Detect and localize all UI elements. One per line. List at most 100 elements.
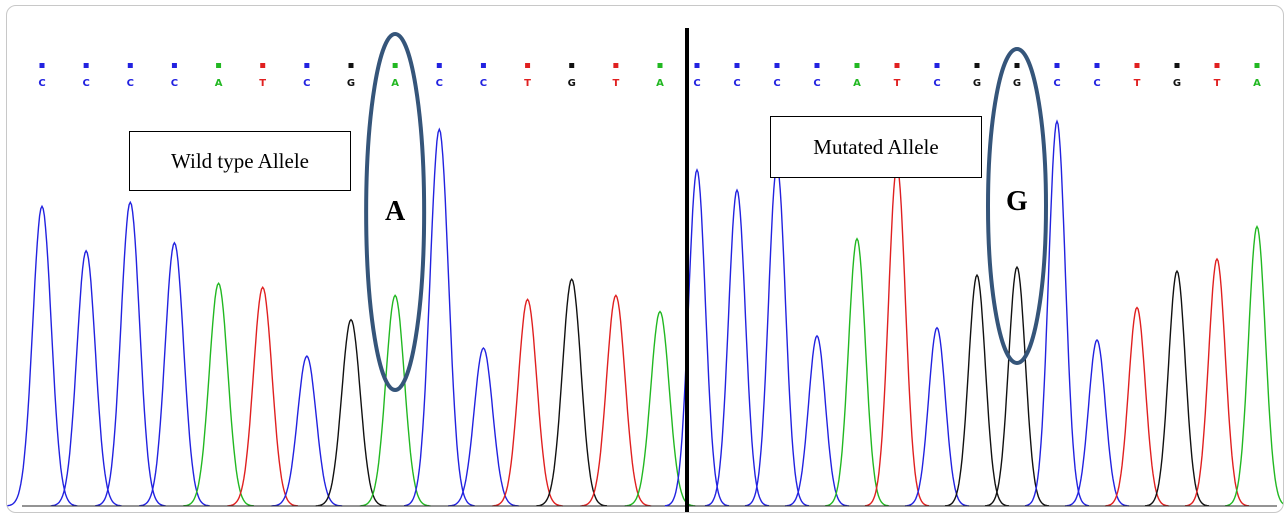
trace-peak [1024,119,1090,507]
base-call-label: C [933,78,940,89]
trace-peak [984,265,1050,507]
base-call-label: C [171,78,178,89]
base-marker [171,63,177,68]
base-marker [436,63,442,68]
base-call-label: C [693,78,700,89]
trace-peak [183,282,254,507]
trace-peak [784,334,850,507]
trace-peak [904,326,970,507]
base-marker [127,63,133,68]
base-call-label: C [436,78,443,89]
base-marker [613,63,619,68]
base-marker [392,63,398,68]
base-call-label: T [894,78,901,89]
trace-peak [664,168,730,507]
chromatogram-figure: C C C C A T C G A C C T G T A C C C C A T C G G C C T G T A Wild type… [6,5,1284,513]
trace-peak [94,200,166,507]
trace-peak [448,346,519,507]
base-call-label: C [813,78,820,89]
base-call-label: T [1134,78,1141,89]
base-marker [569,63,575,68]
base-call-label: C [733,78,740,89]
base-call-label: G [1013,78,1021,89]
trace-peak [1104,306,1170,507]
trace-peak [271,355,343,507]
base-call-label: G [347,78,355,89]
base-call-label: C [773,78,780,89]
base-call-label: T [259,78,266,89]
base-call-label: C [82,78,89,89]
base-call-label: T [1214,78,1221,89]
base-call-label: A [391,78,399,89]
base-marker [657,63,663,68]
base-call-label: C [303,78,310,89]
base-marker [1214,63,1220,68]
base-marker [39,63,45,68]
trace-peak [7,204,78,507]
base-marker [1014,63,1020,68]
panel-wild-type: C C C C A T C G A C C T G T A [7,32,696,507]
base-call-label: C [127,78,134,89]
base-marker [1254,63,1260,68]
trace-peak [824,237,890,507]
base-call-label: A [656,78,664,89]
base-marker [894,63,900,68]
base-call-label: A [215,78,223,89]
base-call-label: T [612,78,619,89]
base-marker [216,63,222,68]
base-call-label: G [1173,78,1181,89]
trace-peak [704,188,770,507]
trace-peak [492,298,563,507]
base-marker [260,63,266,68]
base-marker [854,63,860,68]
base-marker [525,63,531,68]
trace-peak [864,163,930,507]
base-marker [1054,63,1060,68]
base-call-label: C [480,78,487,89]
base-call-label: A [853,78,861,89]
trace-peak [50,249,122,507]
base-call-label: C [1053,78,1060,89]
mutated-highlight-letter: G [1006,186,1028,217]
base-marker [734,63,740,68]
trace-peak [227,286,298,507]
trace-peak [403,127,475,507]
trace-peak [624,310,696,507]
base-marker [934,63,940,68]
base-marker [480,63,486,68]
base-call-label: T [524,78,531,89]
trace-peak [580,294,652,507]
trace-peak [1184,257,1250,507]
base-marker [83,63,89,68]
trace-peak [1224,225,1283,507]
base-call-label: A [1253,78,1261,89]
trace-peak [359,294,431,507]
chromatogram-canvas: C C C C A T C G A C C T G T A C C C C A T C G G C C T G T A [7,28,1283,512]
base-marker [1094,63,1100,68]
trace-peak [536,277,608,507]
base-marker [304,63,310,68]
wild-type-label: Wild type Allele [129,131,351,191]
base-call-label: G [568,78,576,89]
base-marker [694,63,700,68]
trace-peak [315,318,387,507]
mutated-label: Mutated Allele [770,116,982,178]
base-marker [814,63,820,68]
trace-peak [744,163,810,507]
base-marker [348,63,354,68]
trace-peak [1144,269,1210,507]
base-call-label: G [973,78,981,89]
trace-peak [1064,338,1130,507]
trace-peak [944,273,1010,507]
base-call-label: C [1093,78,1100,89]
variant-highlight-ellipse [986,47,1048,365]
base-marker [1134,63,1140,68]
base-marker [774,63,780,68]
base-marker [1174,63,1180,68]
base-marker [974,63,980,68]
panel-mutated: C C C C A T C G G C C T G T A [664,47,1283,507]
variant-highlight-ellipse [364,32,427,392]
base-call-label: C [38,78,45,89]
wild-type-highlight-letter: A [385,196,406,227]
trace-peak [139,241,210,507]
